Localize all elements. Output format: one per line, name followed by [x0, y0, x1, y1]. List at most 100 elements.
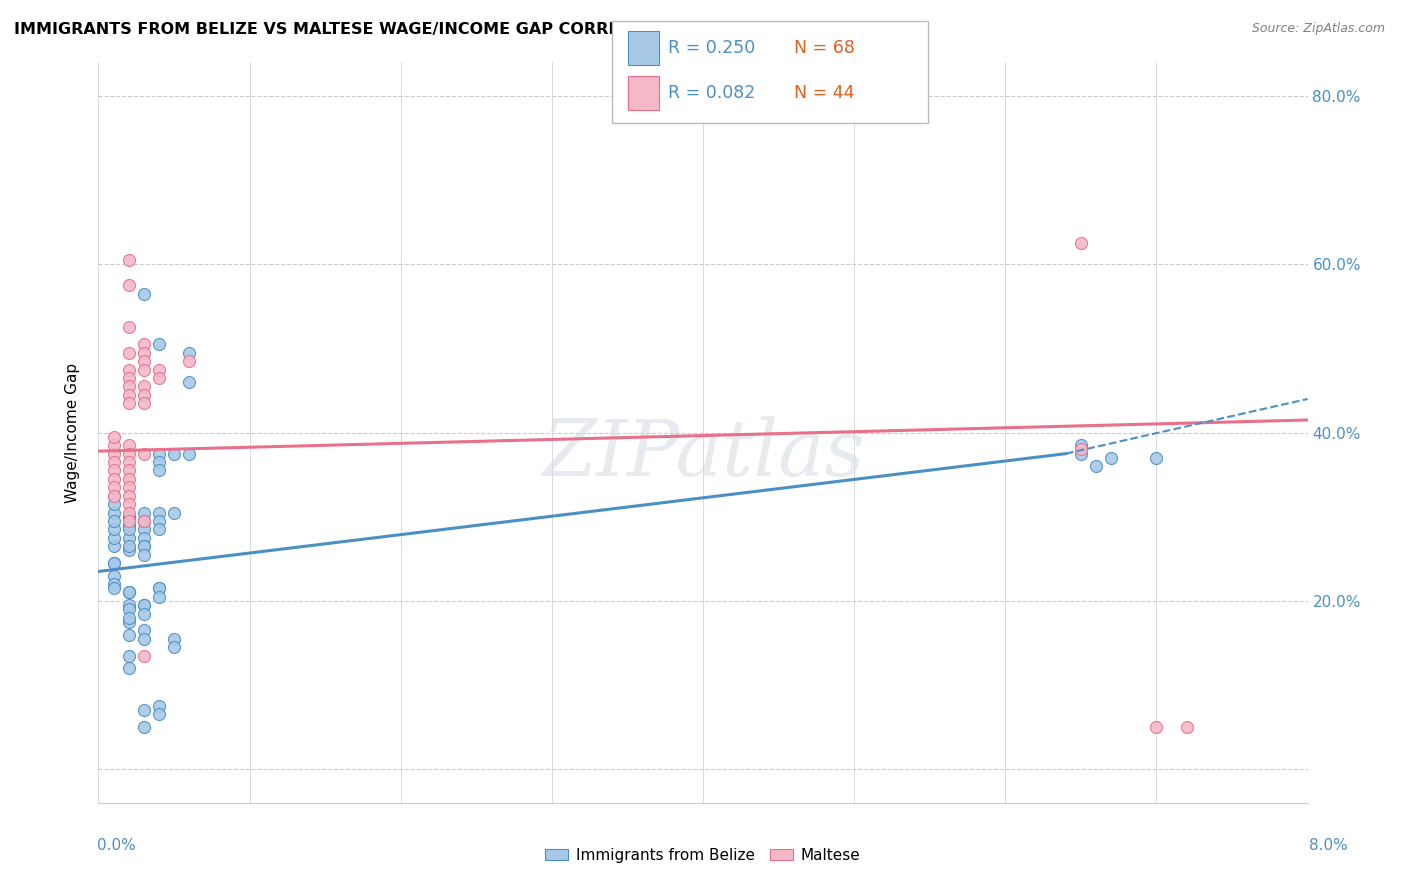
Point — [118, 371, 141, 385]
Point — [103, 463, 125, 477]
Point — [132, 522, 155, 536]
Point — [118, 615, 141, 629]
Text: 0.0%: 0.0% — [97, 838, 136, 853]
Point — [103, 556, 125, 570]
Point — [132, 539, 155, 553]
Point — [103, 447, 125, 461]
Point — [103, 489, 125, 503]
Point — [103, 506, 125, 520]
Point — [148, 447, 170, 461]
Point — [132, 703, 155, 717]
Point — [103, 514, 125, 528]
Point — [148, 699, 170, 714]
Point — [179, 354, 201, 368]
Point — [118, 585, 141, 599]
Point — [148, 590, 170, 604]
Point — [118, 627, 141, 641]
Point — [163, 447, 186, 461]
Point — [118, 489, 141, 503]
Point — [132, 598, 155, 612]
Point — [118, 509, 141, 524]
Point — [118, 278, 141, 293]
Text: Source: ZipAtlas.com: Source: ZipAtlas.com — [1251, 22, 1385, 36]
Point — [148, 707, 170, 722]
Point — [118, 447, 141, 461]
Point — [132, 337, 155, 351]
Text: N = 68: N = 68 — [794, 39, 855, 57]
Text: R = 0.250: R = 0.250 — [668, 39, 755, 57]
Point — [132, 506, 155, 520]
Point — [1175, 720, 1198, 734]
Point — [118, 585, 141, 599]
Point — [118, 463, 141, 477]
Point — [118, 506, 141, 520]
Point — [118, 362, 141, 376]
Point — [103, 568, 125, 582]
Point — [1070, 447, 1092, 461]
Point — [132, 598, 155, 612]
Point — [1070, 438, 1092, 452]
Legend: Immigrants from Belize, Maltese: Immigrants from Belize, Maltese — [540, 842, 866, 869]
Point — [132, 286, 155, 301]
Point — [132, 379, 155, 393]
Point — [118, 539, 141, 553]
Point — [132, 514, 155, 528]
Point — [118, 518, 141, 533]
Point — [1070, 442, 1092, 457]
Point — [118, 480, 141, 494]
Point — [132, 548, 155, 562]
Point — [118, 379, 141, 393]
Text: ZIPatlas: ZIPatlas — [541, 417, 865, 493]
Point — [148, 337, 170, 351]
Point — [118, 497, 141, 511]
Text: N = 44: N = 44 — [794, 84, 855, 102]
Point — [1085, 459, 1108, 474]
Point — [132, 388, 155, 402]
Point — [103, 531, 125, 545]
Point — [163, 632, 186, 646]
Point — [118, 522, 141, 536]
Point — [118, 514, 141, 528]
Point — [103, 480, 125, 494]
Point — [103, 455, 125, 469]
Point — [118, 509, 141, 524]
Point — [118, 472, 141, 486]
Y-axis label: Wage/Income Gap: Wage/Income Gap — [65, 362, 80, 503]
Point — [103, 430, 125, 444]
Point — [1099, 450, 1122, 465]
Point — [132, 447, 155, 461]
Point — [163, 640, 186, 655]
Point — [118, 661, 141, 675]
Point — [148, 455, 170, 469]
Text: R = 0.082: R = 0.082 — [668, 84, 755, 102]
Point — [132, 539, 155, 553]
Point — [132, 514, 155, 528]
Point — [179, 375, 201, 389]
Point — [132, 607, 155, 621]
Point — [103, 539, 125, 553]
Point — [103, 522, 125, 536]
Point — [103, 556, 125, 570]
Point — [132, 345, 155, 359]
Point — [118, 253, 141, 268]
Point — [103, 577, 125, 591]
Point — [118, 531, 141, 545]
Point — [179, 447, 201, 461]
Point — [132, 624, 155, 638]
Point — [103, 581, 125, 595]
Point — [118, 543, 141, 558]
Point — [103, 497, 125, 511]
Point — [132, 354, 155, 368]
Point — [118, 602, 141, 616]
Point — [118, 598, 141, 612]
Point — [148, 514, 170, 528]
Point — [132, 648, 155, 663]
Point — [132, 720, 155, 734]
Point — [118, 396, 141, 410]
Point — [118, 610, 141, 624]
Point — [118, 648, 141, 663]
Point — [163, 506, 186, 520]
Point — [103, 489, 125, 503]
Point — [118, 438, 141, 452]
Point — [1146, 720, 1168, 734]
